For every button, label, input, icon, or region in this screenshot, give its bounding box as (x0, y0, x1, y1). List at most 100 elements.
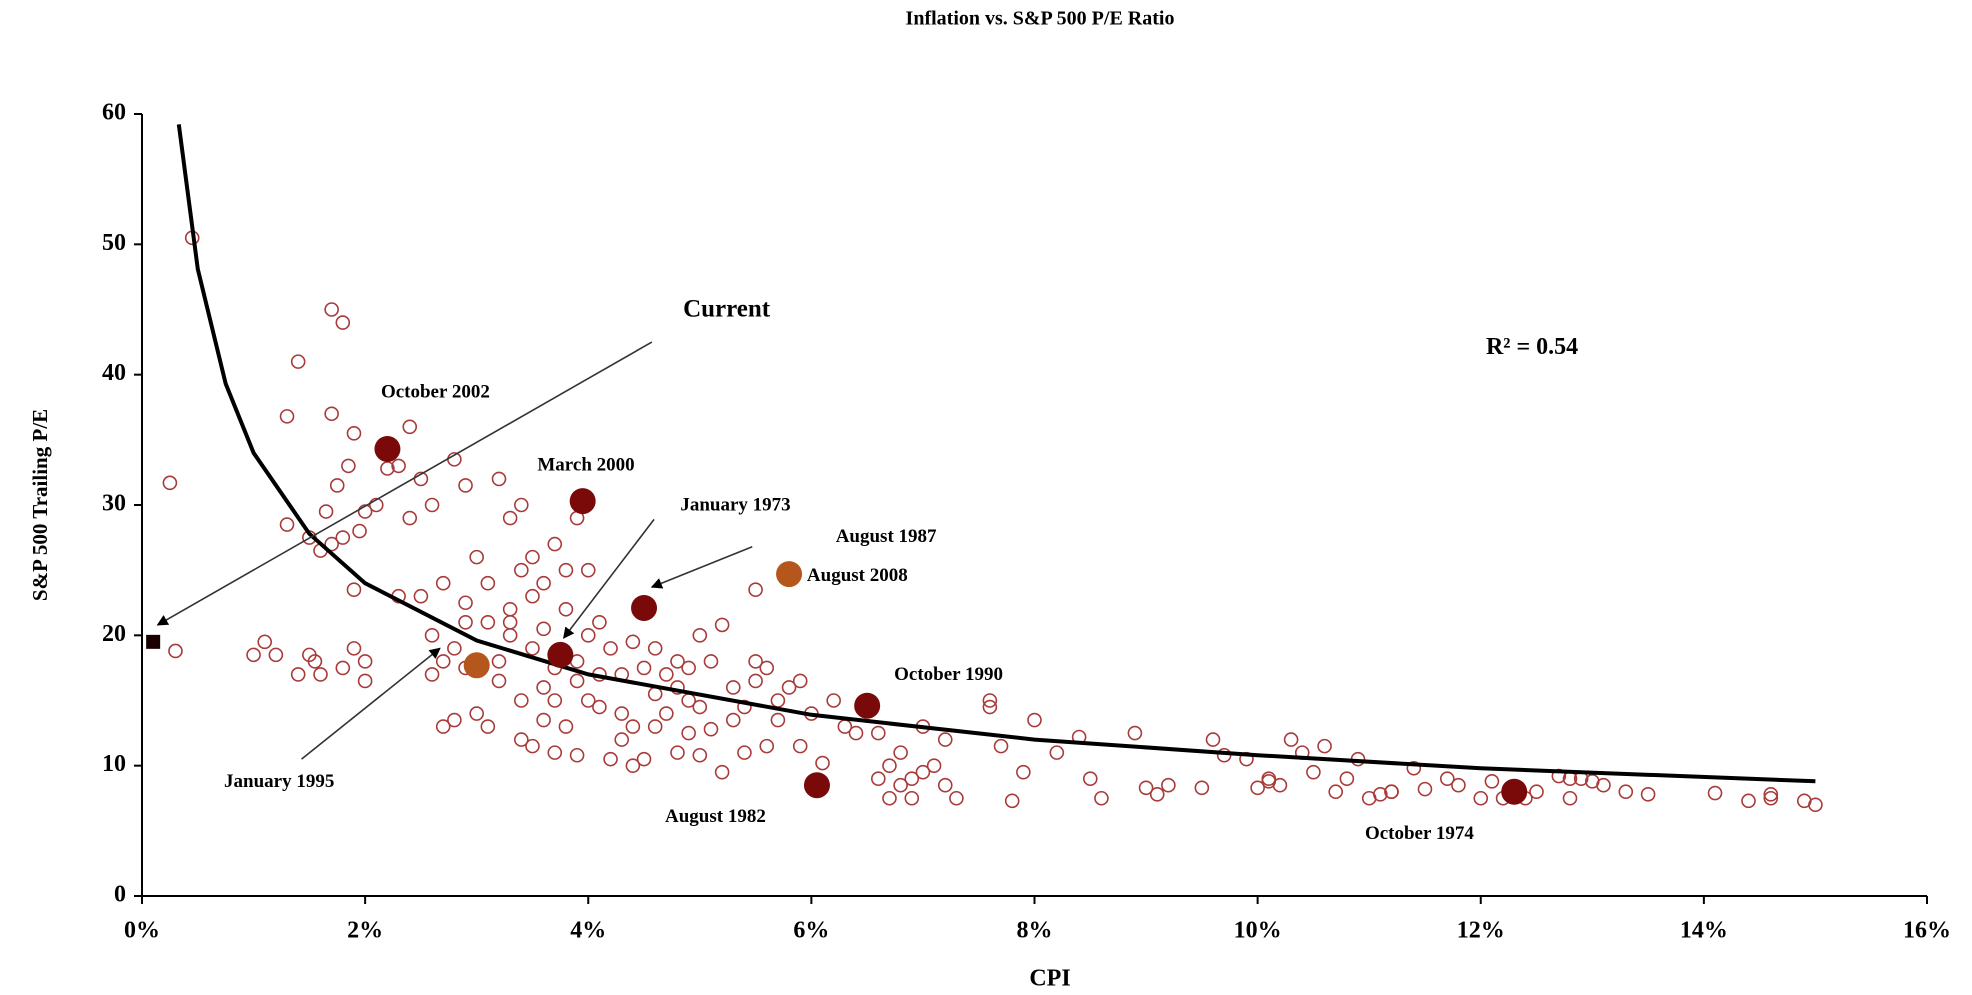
data-point (1741, 793, 1756, 809)
data-point (770, 712, 786, 728)
data-point (759, 738, 775, 754)
data-point (458, 614, 473, 630)
data-point (502, 614, 518, 630)
data-point (335, 530, 351, 545)
data-point (435, 654, 451, 669)
data-point (659, 667, 674, 682)
y-tick-label: 10 (102, 751, 126, 777)
data-point (681, 660, 696, 676)
data-point (424, 497, 440, 513)
data-point (904, 790, 920, 806)
data-point (335, 660, 351, 676)
data-point (636, 660, 652, 676)
y-tick-label: 30 (102, 491, 126, 517)
y-tick-label: 50 (102, 230, 126, 256)
data-point (536, 680, 551, 695)
x-tick-label: 10% (1234, 918, 1282, 944)
arrow (563, 518, 655, 639)
data-point (514, 562, 529, 578)
data-point (603, 751, 618, 767)
data-point (748, 582, 763, 598)
data-point (893, 745, 908, 760)
data-point (1283, 732, 1299, 747)
data-point (447, 712, 462, 728)
x-tick-label: 12% (1457, 918, 1505, 944)
data-point (329, 478, 345, 493)
data-point (792, 738, 808, 754)
data-point (290, 354, 306, 369)
data-point (352, 523, 367, 539)
data-point (1127, 725, 1143, 741)
data-point (792, 673, 808, 689)
data-point (625, 719, 641, 734)
y-tick-label: 0 (114, 882, 126, 908)
data-point (491, 654, 507, 669)
data-point (636, 751, 652, 767)
x-tick-label: 0% (124, 918, 160, 944)
data-point (580, 562, 596, 578)
highlight-label: March 2000 (537, 454, 634, 475)
data-point (1529, 784, 1544, 800)
data-point (1328, 784, 1344, 800)
data-point (514, 732, 529, 747)
data-point (413, 471, 429, 487)
data-point (592, 699, 607, 715)
data-point (926, 758, 942, 773)
data-point (1149, 787, 1165, 802)
data-point (480, 719, 496, 734)
data-point (882, 790, 897, 806)
data-point (335, 315, 351, 330)
data-point (1250, 780, 1265, 796)
data-point (725, 680, 741, 695)
data-point (659, 706, 674, 721)
data-point (714, 764, 730, 780)
data-point (402, 419, 418, 435)
highlight-label: January 1995 (224, 771, 334, 792)
highlight-point (569, 488, 596, 515)
highlight-label: Current (683, 296, 771, 323)
data-point (1808, 797, 1823, 813)
data-point (647, 641, 663, 656)
x-tick-label: 4% (570, 918, 606, 944)
data-point (525, 738, 540, 754)
data-point (1205, 732, 1221, 747)
data-point (480, 614, 496, 630)
data-point (502, 601, 518, 617)
highlight-label: August 1982 (665, 806, 766, 827)
data-point (1384, 784, 1399, 800)
data-point (1027, 712, 1042, 728)
y-tick-label: 60 (102, 100, 126, 126)
data-point (491, 471, 507, 487)
data-point (815, 755, 830, 771)
data-point (168, 643, 183, 659)
trend-line (176, 124, 1816, 784)
data-point (848, 725, 864, 741)
chart-title: Inflation vs. S&P 500 P/E Ratio (906, 8, 1175, 30)
data-point (346, 426, 362, 441)
data-point (413, 588, 429, 604)
data-point (1596, 777, 1611, 793)
data-point (692, 699, 708, 715)
data-point (670, 654, 685, 669)
data-point (692, 747, 708, 763)
x-tick-label: 14% (1680, 918, 1728, 944)
data-point (647, 686, 663, 702)
data-point (279, 517, 295, 532)
highlight-point (547, 641, 574, 668)
data-point (257, 634, 273, 650)
data-point (681, 693, 696, 708)
data-point (703, 654, 719, 669)
data-point (502, 628, 518, 643)
data-point (625, 634, 641, 650)
data-point (536, 575, 551, 591)
data-point (402, 510, 418, 526)
data-point (737, 745, 752, 760)
data-point (346, 582, 362, 598)
data-point (162, 475, 178, 491)
data-point (982, 693, 998, 708)
data-point (580, 693, 596, 708)
data-point (1306, 764, 1321, 780)
data-point (357, 654, 373, 669)
data-point (915, 764, 931, 780)
data-point (1439, 771, 1455, 787)
